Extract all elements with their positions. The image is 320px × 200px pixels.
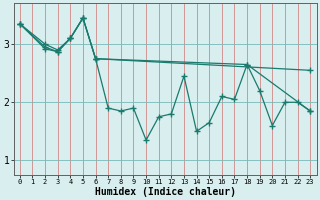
X-axis label: Humidex (Indice chaleur): Humidex (Indice chaleur): [94, 186, 236, 197]
